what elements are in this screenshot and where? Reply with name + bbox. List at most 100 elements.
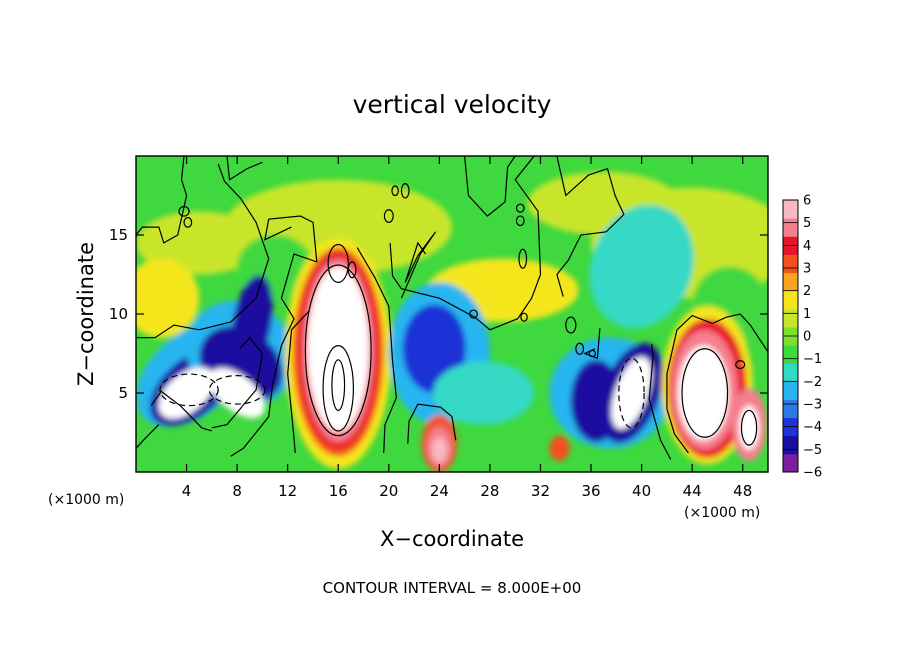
x-tick-label: 8	[232, 482, 242, 500]
x-tick-label: 24	[430, 482, 449, 500]
downdraft-extreme	[158, 367, 215, 419]
colorbar-tick-label: −4	[803, 420, 822, 435]
field-blob	[589, 204, 694, 329]
chart-title: vertical velocity	[353, 90, 552, 119]
contour-line	[211, 336, 264, 429]
contour-line	[515, 215, 525, 227]
contour-line	[356, 247, 398, 454]
colorbar-swatch	[783, 308, 798, 328]
contour-line	[556, 156, 625, 297]
y-axis-title: Z−coordinate	[74, 242, 98, 386]
x-unit-label: (×1000 m)	[48, 492, 124, 508]
contour-line	[287, 310, 310, 454]
updraft-extreme	[678, 345, 729, 441]
colorbar: 6 5 4 3 2 1 0 −1 −2 −3 −4 −5 −6	[782, 194, 822, 481]
colorbar-tick-label: 2	[803, 284, 811, 299]
colorbar-swatch	[783, 218, 798, 237]
colorbar-swatch	[783, 290, 798, 310]
x-tick-label: 16	[329, 482, 348, 500]
contour-line	[407, 403, 457, 444]
x-axis: 4 8 12 16 20 24 28 32 36 40 44 48	[182, 156, 752, 500]
contour-line	[183, 217, 193, 228]
updraft-contour	[331, 359, 346, 411]
colorbar-swatch	[783, 381, 798, 400]
field-blob	[433, 361, 535, 425]
contour-line	[327, 243, 349, 284]
downdraft-contour	[618, 357, 645, 429]
downdraft-extreme	[611, 356, 652, 430]
contour-line	[515, 203, 525, 213]
contour-line	[400, 183, 410, 199]
contour-interval-label: CONTOUR INTERVAL = 8.000E+00	[323, 579, 582, 597]
updraft-core	[431, 437, 447, 463]
colorbar-tick-label: 4	[803, 239, 811, 254]
colorbar-tick-label: 1	[803, 307, 811, 322]
contour-line	[136, 156, 188, 244]
contour-line	[391, 185, 399, 197]
updraft-contour	[304, 264, 372, 437]
colorbar-tick-label: −5	[803, 443, 822, 458]
field-blob	[136, 258, 200, 338]
updraft-contour	[681, 348, 729, 438]
velocity-field	[136, 171, 768, 472]
contour-line	[389, 156, 542, 331]
updraft-extreme	[738, 405, 760, 450]
colorbar-swatch	[783, 272, 798, 292]
contour-line	[464, 156, 516, 217]
colorbar-tick-label: 0	[803, 330, 811, 345]
x-tick-label: 12	[278, 482, 297, 500]
plot-area	[136, 156, 768, 472]
x-tick-label: 4	[182, 482, 192, 500]
x-axis-title: X−coordinate	[380, 527, 524, 551]
updraft-contour	[740, 409, 758, 446]
contour-line	[735, 360, 746, 370]
contour-line	[136, 163, 270, 339]
colorbar-tick-label: 5	[803, 216, 811, 231]
contour-line	[347, 261, 357, 279]
contour-line	[648, 343, 672, 460]
colorbar-tick-label: −6	[803, 466, 822, 481]
contour-line	[520, 312, 528, 322]
colorbar-swatch	[783, 200, 798, 219]
colorbar-tick-label: 3	[803, 262, 811, 277]
y-tick-label: 5	[118, 384, 128, 402]
x-tick-label: 36	[581, 482, 600, 500]
x-tick-label: 40	[632, 482, 651, 500]
contour-line	[383, 209, 394, 223]
contour-line	[230, 215, 318, 457]
colorbar-swatch	[783, 453, 798, 473]
contour-line	[178, 205, 190, 217]
contour-line	[575, 342, 585, 355]
contour-line	[136, 424, 160, 449]
downdraft-contour	[208, 375, 266, 405]
colorbar-tick-label: 6	[803, 194, 811, 209]
colorbar-tick-label: −3	[803, 398, 822, 413]
x-tick-label: 28	[480, 482, 499, 500]
colorbar-swatch	[783, 363, 798, 382]
colorbar-swatch	[783, 254, 798, 274]
y-tick-label: 10	[109, 305, 128, 323]
y-tick-label: 15	[109, 226, 128, 244]
x-tick-label: 20	[379, 482, 398, 500]
updraft-extreme	[307, 266, 369, 431]
contour-line	[469, 309, 478, 319]
y-axis: 5 10 15	[109, 226, 768, 402]
updraft-contour	[322, 345, 355, 432]
contour-line	[565, 316, 577, 334]
colorbar-tick-label: −1	[803, 352, 822, 367]
x-unit-label-right: (×1000 m)	[684, 505, 760, 521]
downdraft-extreme	[209, 368, 265, 418]
downdraft-contour	[159, 373, 219, 407]
contour-line	[150, 390, 212, 432]
contour-line	[666, 313, 768, 454]
contour-line	[588, 349, 597, 358]
field-blob	[136, 211, 263, 275]
colorbar-tick-label: −2	[803, 375, 822, 390]
colorbar-swatch	[783, 399, 798, 419]
x-tick-label: 32	[531, 482, 550, 500]
updraft-core	[549, 435, 570, 461]
x-tick-label: 44	[683, 482, 702, 500]
contour-lines	[136, 156, 768, 460]
colorbar-swatch	[783, 435, 798, 455]
